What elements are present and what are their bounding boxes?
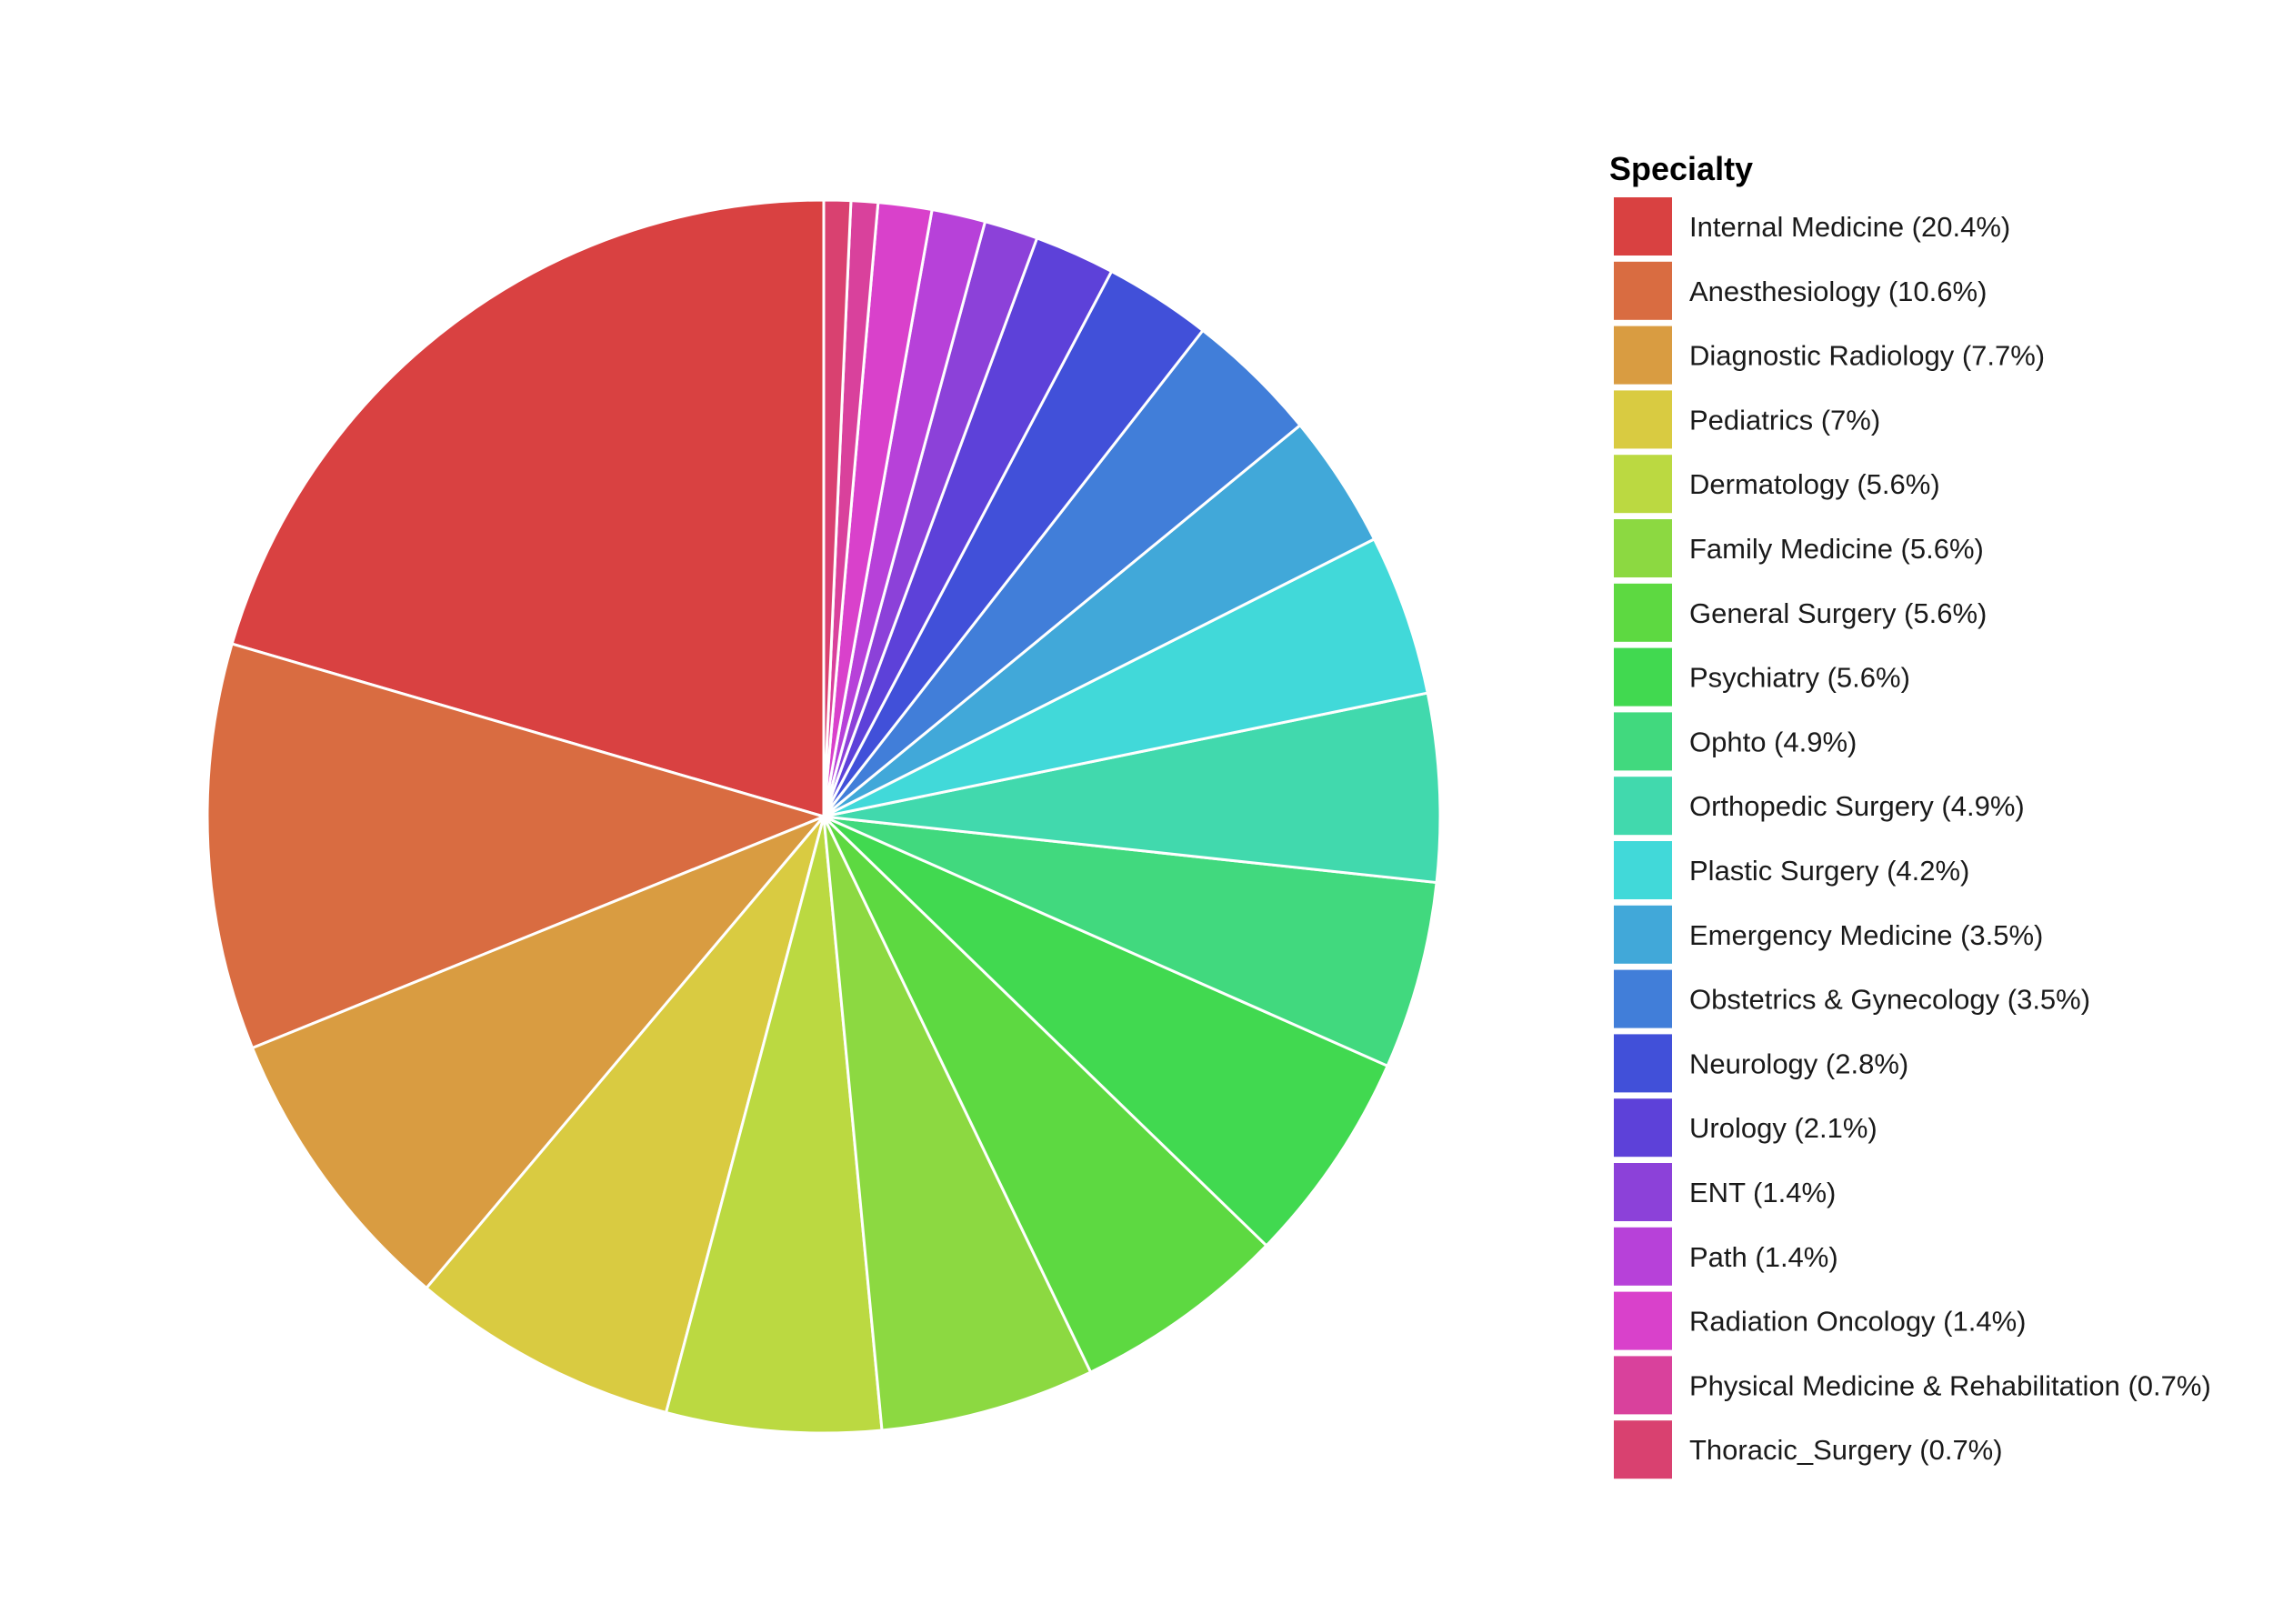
legend-item-14: Neurology (2.8%) [1612, 1032, 1908, 1095]
pie-slice-3 [251, 815, 826, 1289]
pie-slice-4 [425, 815, 826, 1414]
legend-swatch-9 [1612, 710, 1674, 773]
legend-label-8: Psychiatry (5.6%) [1689, 662, 1910, 694]
pie-slice-20 [822, 198, 853, 818]
legend-item-20: Thoracic_Surgery (0.7%) [1612, 1418, 2003, 1481]
legend-swatch-4 [1612, 388, 1674, 451]
legend-label-19: Physical Medicine & Rehabilitation (0.7%… [1689, 1369, 2211, 1401]
legend-swatch-11 [1612, 839, 1674, 901]
legend-label-7: General Surgery (5.6%) [1689, 597, 1987, 629]
pie-slice-8 [822, 815, 1389, 1248]
legend-label-9: Ophto (4.9%) [1689, 726, 1857, 757]
legend-label-2: Anesthesiology (10.6%) [1689, 276, 1987, 307]
legend-swatch-12 [1612, 903, 1674, 966]
legend-swatch-17 [1612, 1225, 1674, 1288]
legend-item-3: Diagnostic Radiology (7.7%) [1612, 324, 2045, 386]
pie-slice-11 [822, 537, 1429, 818]
legend-swatch-6 [1612, 517, 1674, 579]
legend-item-17: Path (1.4%) [1612, 1225, 1838, 1288]
legend-swatch-20 [1612, 1418, 1674, 1481]
legend: Specialty Internal Medicine (20.4%) Anest… [1609, 150, 2211, 1481]
pie-slice-10 [822, 691, 1442, 885]
legend-swatch-19 [1612, 1354, 1674, 1417]
legend-item-5: Dermatology (5.6%) [1612, 453, 1940, 516]
legend-title: Specialty [1609, 150, 1753, 187]
legend-label-12: Emergency Medicine (3.5%) [1689, 919, 2043, 951]
legend-item-9: Ophto (4.9%) [1612, 710, 1857, 773]
legend-swatch-8 [1612, 646, 1674, 708]
legend-label-14: Neurology (2.8%) [1689, 1048, 1908, 1079]
legend-label-16: ENT (1.4%) [1689, 1177, 1836, 1208]
legend-item-2: Anesthesiology (10.6%) [1612, 259, 1987, 322]
legend-swatch-3 [1612, 324, 1674, 386]
pie-slice-1 [230, 198, 826, 818]
legend-swatch-13 [1612, 967, 1674, 1030]
legend-swatch-5 [1612, 453, 1674, 516]
legend-swatch-16 [1612, 1161, 1674, 1223]
legend-item-8: Psychiatry (5.6%) [1612, 646, 1910, 708]
legend-item-18: Radiation Oncology (1.4%) [1612, 1289, 2026, 1352]
pie-slice-9 [822, 815, 1438, 1068]
legend-label-1: Internal Medicine (20.4%) [1689, 211, 2010, 243]
legend-item-4: Pediatrics (7%) [1612, 388, 1880, 451]
legend-item-10: Orthopedic Surgery (4.9%) [1612, 775, 2025, 837]
pie-slice-7 [822, 815, 1268, 1374]
legend-item-15: Urology (2.1%) [1612, 1097, 1877, 1159]
legend-item-7: General Surgery (5.6%) [1612, 581, 1987, 644]
legend-item-12: Emergency Medicine (3.5%) [1612, 903, 2043, 966]
legend-label-13: Obstetrics & Gynecology (3.5%) [1689, 984, 2090, 1016]
legend-label-4: Pediatrics (7%) [1689, 404, 1880, 436]
legend-label-6: Family Medicine (5.6%) [1689, 533, 1984, 565]
legend-label-10: Orthopedic Surgery (4.9%) [1689, 790, 2025, 822]
legend-label-3: Diagnostic Radiology (7.7%) [1689, 340, 2045, 372]
legend-swatch-18 [1612, 1289, 1674, 1352]
pie-slice-6 [822, 815, 1093, 1432]
legend-swatch-10 [1612, 775, 1674, 837]
legend-swatch-7 [1612, 581, 1674, 644]
legend-item-11: Plastic Surgery (4.2%) [1612, 839, 1969, 901]
legend-item-19: Physical Medicine & Rehabilitation (0.7%… [1612, 1354, 2211, 1417]
legend-label-20: Thoracic_Surgery (0.7%) [1689, 1434, 2003, 1466]
legend-item-1: Internal Medicine (20.4%) [1612, 195, 2010, 257]
legend-item-16: ENT (1.4%) [1612, 1161, 1836, 1223]
legend-label-5: Dermatology (5.6%) [1689, 468, 1940, 500]
pie-slice-2 [205, 642, 826, 1050]
legend-item-6: Family Medicine (5.6%) [1612, 517, 1984, 579]
legend-item-13: Obstetrics & Gynecology (3.5%) [1612, 967, 2090, 1030]
legend-swatch-1 [1612, 195, 1674, 257]
legend-swatch-14 [1612, 1032, 1674, 1095]
legend-swatch-2 [1612, 259, 1674, 322]
pie-slice-5 [665, 815, 884, 1435]
legend-label-18: Radiation Oncology (1.4%) [1689, 1306, 2026, 1338]
legend-items: Internal Medicine (20.4%) Anesthesiology … [1612, 195, 2211, 1481]
legend-label-11: Plastic Surgery (4.2%) [1689, 855, 1969, 887]
legend-swatch-15 [1612, 1097, 1674, 1159]
legend-label-17: Path (1.4%) [1689, 1241, 1838, 1273]
legend-label-15: Urology (2.1%) [1689, 1112, 1877, 1144]
pie-slices [205, 198, 1442, 1435]
